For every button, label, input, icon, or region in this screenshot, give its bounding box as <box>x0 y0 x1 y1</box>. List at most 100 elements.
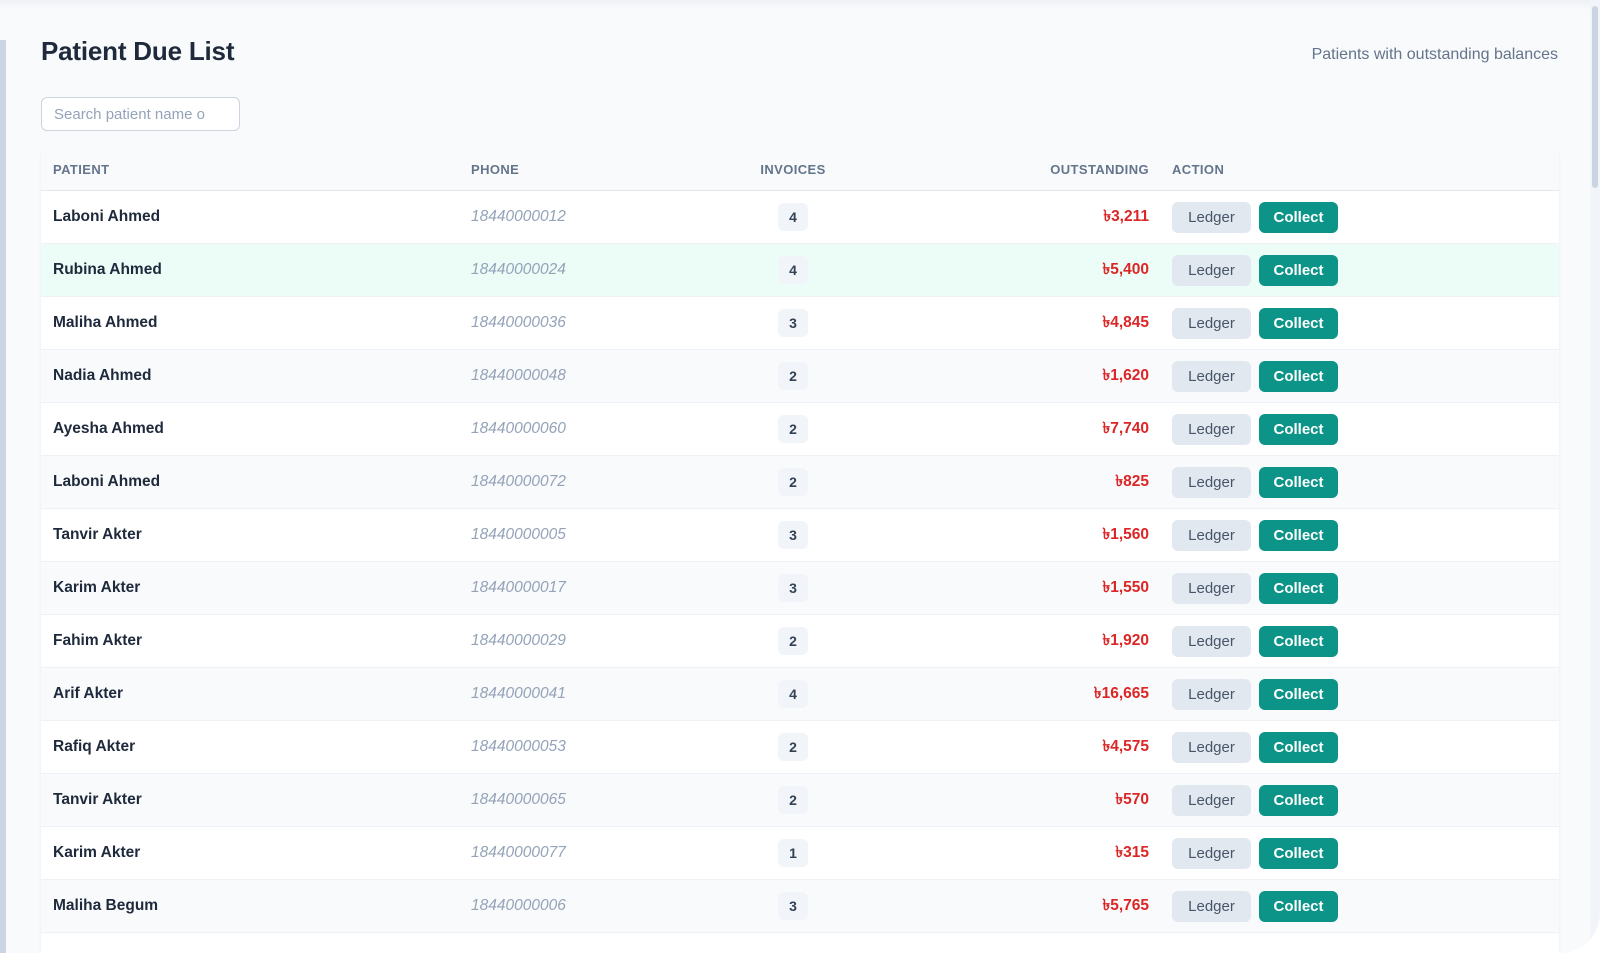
invoice-count-cell: 2 <box>741 721 845 773</box>
table-row[interactable]: Karim Akter 18440000017 3 ৳1,550 Ledger Colle… <box>41 562 1559 615</box>
ledger-button[interactable]: Ledger <box>1172 784 1251 816</box>
patient-name: Ayesha Ahmed <box>53 420 164 437</box>
collect-button[interactable]: Collect <box>1259 678 1338 710</box>
invoice-count-cell: 3 <box>741 297 845 349</box>
outstanding-amount: ৳1,620 <box>1102 367 1149 384</box>
ledger-button[interactable]: Ledger <box>1172 466 1251 498</box>
collect-button[interactable]: Collect <box>1259 201 1338 233</box>
invoice-count-cell: 3 <box>741 562 845 614</box>
patient-phone: 18440000060 <box>471 420 566 437</box>
table-header: PATIENT PHONE INVOICES OUTSTANDING ACTIO… <box>41 149 1559 191</box>
invoice-count-badge: 3 <box>778 521 808 549</box>
collect-button[interactable]: Collect <box>1259 360 1338 392</box>
collect-button[interactable]: Collect <box>1259 572 1338 604</box>
collect-button[interactable]: Collect <box>1259 731 1338 763</box>
outstanding-amount: ৳16,665 <box>1093 685 1149 702</box>
row-actions: Ledger Collect <box>1172 562 1338 614</box>
collect-button[interactable]: Collect <box>1259 307 1338 339</box>
patient-name: Arif Akter <box>53 685 124 702</box>
patient-name: Laboni Ahmed <box>53 208 161 225</box>
patient-phone: 18440000006 <box>471 897 566 914</box>
collect-button[interactable]: Collect <box>1259 837 1338 869</box>
ledger-button[interactable]: Ledger <box>1172 731 1251 763</box>
ledger-button[interactable]: Ledger <box>1172 572 1251 604</box>
table-row[interactable]: Fahim Akter 18440000029 2 ৳1,920 Ledger Colle… <box>41 615 1559 668</box>
column-header-phone[interactable]: PHONE <box>471 162 520 177</box>
collect-button[interactable]: Collect <box>1259 890 1338 922</box>
invoice-count-cell: 2 <box>741 774 845 826</box>
outstanding-amount: ৳5,765 <box>1102 897 1149 914</box>
patient-phone: 18440000072 <box>471 473 566 490</box>
ledger-button[interactable]: Ledger <box>1172 413 1251 445</box>
collect-button[interactable]: Collect <box>1259 784 1338 816</box>
ledger-button[interactable]: Ledger <box>1172 254 1251 286</box>
patient-name: Nadia Ahmed <box>53 367 152 384</box>
table-row[interactable]: Laboni Ahmed 18440000072 2 ৳825 Ledger Collec… <box>41 456 1559 509</box>
table-row[interactable]: Tanvir Akter 18440000065 2 ৳570 Ledger Collec… <box>41 774 1559 827</box>
column-header-invoices[interactable]: INVOICES <box>760 162 826 177</box>
patient-phone: 18440000048 <box>471 367 566 384</box>
column-header-outstanding[interactable]: OUTSTANDING <box>1050 162 1149 177</box>
outstanding-amount: ৳7,740 <box>1102 420 1149 437</box>
collect-button[interactable]: Collect <box>1259 466 1338 498</box>
outstanding-amount: ৳1,550 <box>1102 579 1149 596</box>
invoice-count-badge: 4 <box>778 680 808 708</box>
patient-name: Tanvir Akter <box>53 791 142 808</box>
patient-phone: 18440000053 <box>471 738 566 755</box>
top-shadow <box>0 0 1600 10</box>
search-input[interactable] <box>41 97 240 131</box>
patient-phone: 18440000024 <box>471 261 566 278</box>
invoice-count-badge: 2 <box>778 415 808 443</box>
column-header-patient[interactable]: PATIENT <box>53 162 110 177</box>
table-body: Laboni Ahmed 18440000012 4 ৳3,211 Ledger Coll… <box>41 191 1559 933</box>
ledger-button[interactable]: Ledger <box>1172 890 1251 922</box>
ledger-button[interactable]: Ledger <box>1172 201 1251 233</box>
outstanding-amount: ৳4,575 <box>1102 738 1149 755</box>
patient-name: Maliha Begum <box>53 897 159 914</box>
invoice-count-badge: 3 <box>778 574 808 602</box>
table-row[interactable]: Maliha Ahmed 18440000036 3 ৳4,845 Ledger Coll… <box>41 297 1559 350</box>
row-actions: Ledger Collect <box>1172 456 1338 508</box>
invoice-count-badge: 3 <box>778 892 808 920</box>
patient-due-table: PATIENT PHONE INVOICES OUTSTANDING ACTIO… <box>41 149 1559 953</box>
invoice-count-badge: 4 <box>778 256 808 284</box>
scrollbar-thumb[interactable] <box>1592 6 1598 188</box>
outstanding-amount: ৳825 <box>1115 473 1149 490</box>
ledger-button[interactable]: Ledger <box>1172 678 1251 710</box>
ledger-button[interactable]: Ledger <box>1172 837 1251 869</box>
table-row[interactable]: Rafiq Akter 18440000053 2 ৳4,575 Ledger Colle… <box>41 721 1559 774</box>
row-actions: Ledger Collect <box>1172 403 1338 455</box>
table-row[interactable]: Nadia Ahmed 18440000048 2 ৳1,620 Ledger Colle… <box>41 350 1559 403</box>
row-actions: Ledger Collect <box>1172 350 1338 402</box>
table-row[interactable]: Arif Akter 18440000041 4 ৳16,665 Ledger Colle… <box>41 668 1559 721</box>
table-row[interactable]: Laboni Ahmed 18440000012 4 ৳3,211 Ledger Coll… <box>41 191 1559 244</box>
invoice-count-badge: 2 <box>778 468 808 496</box>
invoice-count-badge: 2 <box>778 786 808 814</box>
row-actions: Ledger Collect <box>1172 774 1338 826</box>
page-scrollbar[interactable] <box>1590 0 1600 953</box>
outstanding-amount: ৳1,920 <box>1102 632 1149 649</box>
row-actions: Ledger Collect <box>1172 191 1338 243</box>
table-row[interactable]: Maliha Begum 18440000006 3 ৳5,765 Ledger Coll… <box>41 880 1559 933</box>
table-row[interactable]: Ayesha Ahmed 18440000060 2 ৳7,740 Ledger Coll… <box>41 403 1559 456</box>
row-actions: Ledger Collect <box>1172 880 1338 932</box>
column-header-action: ACTION <box>1172 162 1225 177</box>
table-row[interactable]: Tanvir Akter 18440000005 3 ৳1,560 Ledger Coll… <box>41 509 1559 562</box>
ledger-button[interactable]: Ledger <box>1172 307 1251 339</box>
invoice-count-badge: 3 <box>778 309 808 337</box>
table-row[interactable]: Karim Akter 18440000077 1 ৳315 Ledger Collect <box>41 827 1559 880</box>
invoice-count-cell: 3 <box>741 509 845 561</box>
ledger-button[interactable]: Ledger <box>1172 360 1251 392</box>
ledger-button[interactable]: Ledger <box>1172 519 1251 551</box>
invoice-count-badge: 2 <box>778 627 808 655</box>
collect-button[interactable]: Collect <box>1259 254 1338 286</box>
patient-name: Laboni Ahmed <box>53 473 161 490</box>
row-actions: Ledger Collect <box>1172 668 1338 720</box>
collect-button[interactable]: Collect <box>1259 625 1338 657</box>
ledger-button[interactable]: Ledger <box>1172 625 1251 657</box>
collect-button[interactable]: Collect <box>1259 519 1338 551</box>
row-actions: Ledger Collect <box>1172 721 1338 773</box>
table-row[interactable]: Rubina Ahmed 18440000024 4 ৳5,400 Ledger Coll… <box>41 244 1559 297</box>
collect-button[interactable]: Collect <box>1259 413 1338 445</box>
invoice-count-badge: 2 <box>778 733 808 761</box>
